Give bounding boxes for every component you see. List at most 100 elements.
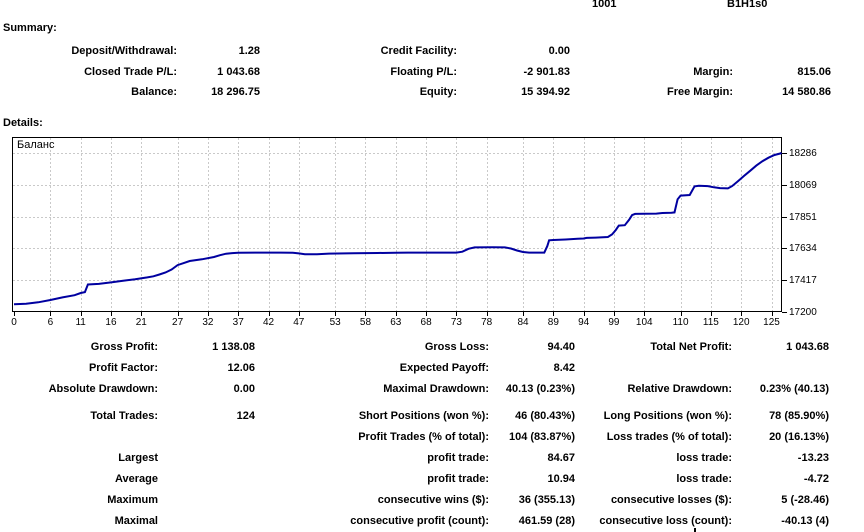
details-value: 8.42 bbox=[553, 362, 575, 374]
details-label: loss trade: bbox=[676, 452, 732, 464]
y-tick-label: 17634 bbox=[789, 243, 817, 255]
x-tick-label: 68 bbox=[420, 317, 432, 328]
summary-label: Credit Facility: bbox=[380, 45, 457, 57]
header-partial-left-text: 1001 bbox=[592, 0, 617, 9]
details-label: Maximal bbox=[114, 515, 158, 527]
x-tick-label: 37 bbox=[232, 317, 244, 328]
details-value: 40.13 (0.23%) bbox=[505, 383, 575, 395]
details-label: Expected Payoff: bbox=[399, 362, 489, 374]
x-tick-label: 94 bbox=[578, 317, 590, 328]
balance-line bbox=[13, 151, 783, 306]
details-value: 12.06 bbox=[227, 362, 255, 374]
details-label: profit trade: bbox=[427, 452, 489, 464]
details-value: 36 (355.13) bbox=[518, 494, 575, 506]
details-label: Gross Profit: bbox=[90, 341, 158, 353]
chart-legend-label: Баланс bbox=[17, 139, 55, 151]
details-value: 5 (-28.46) bbox=[781, 494, 829, 506]
details-value: 124 bbox=[236, 410, 255, 422]
x-tick-label: 0 bbox=[11, 317, 17, 328]
y-tick-label: 17200 bbox=[789, 307, 817, 318]
details-value: 1 043.68 bbox=[786, 341, 829, 353]
details-value: 10.94 bbox=[547, 473, 575, 485]
details-row: Largest profit trade: 84.67 loss trade: -13.… bbox=[0, 452, 864, 465]
details-value: 104 (83.87%) bbox=[508, 431, 575, 443]
details-label: Largest bbox=[118, 452, 158, 464]
summary-row: Balance: 18 296.75 Equity: 15 394.92 Free Ma… bbox=[0, 86, 864, 99]
cutoff-artifact bbox=[694, 528, 696, 532]
details-row: Maximum consecutive wins ($): 36 (355.13) c… bbox=[0, 494, 864, 507]
balance-chart-canvas bbox=[12, 137, 787, 316]
x-tick-label: 125 bbox=[763, 317, 780, 328]
summary-value: 15 394.92 bbox=[521, 86, 570, 98]
summary-label: Deposit/Withdrawal: bbox=[71, 45, 177, 57]
x-tick-label: 32 bbox=[202, 317, 214, 328]
details-row: Profit Factor: 12.06 Expected Payoff: 8.42 bbox=[0, 362, 864, 375]
y-tick-label: 17417 bbox=[789, 275, 817, 287]
summary-value: 14 580.86 bbox=[782, 86, 831, 98]
y-tick-label: 17851 bbox=[789, 211, 817, 223]
x-tick-label: 110 bbox=[672, 317, 689, 328]
details-label: loss trade: bbox=[676, 473, 732, 485]
x-tick-label: 21 bbox=[135, 317, 147, 328]
header-partial-right: B1H1s0 bbox=[727, 0, 775, 9]
summary-row: Closed Trade P/L: 1 043.68 Floating P/L: -2… bbox=[0, 66, 864, 79]
details-row: Absolute Drawdown: 0.00 Maximal Drawdown: 4… bbox=[0, 383, 864, 396]
x-tick-label: 6 bbox=[47, 317, 54, 328]
details-value: -13.23 bbox=[797, 452, 829, 464]
details-label: Maximum bbox=[107, 494, 158, 506]
x-tick-label: 78 bbox=[481, 317, 493, 328]
x-tick-label: 47 bbox=[293, 317, 305, 328]
details-row: Profit Trades (% of total): 104 (83.87%) L… bbox=[0, 431, 864, 444]
x-tick-label: 89 bbox=[547, 317, 559, 328]
details-label: consecutive profit (count): bbox=[350, 515, 489, 527]
details-title: Details: bbox=[3, 117, 43, 129]
summary-label: Margin: bbox=[693, 66, 733, 78]
header-partial-left: 1001 bbox=[592, 0, 626, 9]
summary-label: Balance: bbox=[131, 86, 177, 98]
details-label: consecutive wins ($): bbox=[377, 494, 489, 506]
details-label: Relative Drawdown: bbox=[627, 383, 732, 395]
details-value: 461.59 (28) bbox=[518, 515, 575, 527]
details-value: 0.23% (40.13) bbox=[759, 383, 829, 395]
summary-value: 18 296.75 bbox=[211, 86, 260, 98]
summary-label: Closed Trade P/L: bbox=[84, 66, 177, 78]
x-tick-label: 73 bbox=[450, 317, 462, 328]
details-label: Total Net Profit: bbox=[650, 341, 732, 353]
summary-label: Free Margin: bbox=[666, 86, 733, 98]
x-tick-label: 42 bbox=[262, 317, 275, 328]
x-tick-label: 104 bbox=[635, 317, 653, 328]
details-value: -40.13 (4) bbox=[781, 515, 829, 527]
x-tick-label: 84 bbox=[517, 317, 529, 328]
details-value: 46 (80.43%) bbox=[515, 410, 575, 422]
details-label: Total Trades: bbox=[90, 410, 158, 422]
summary-label: Floating P/L: bbox=[390, 66, 457, 78]
balance-chart: Баланс bbox=[12, 137, 787, 316]
summary-label: Equity: bbox=[419, 86, 457, 98]
details-label: Profit Factor: bbox=[88, 362, 158, 374]
summary-value: 1 043.68 bbox=[217, 66, 260, 78]
summary-value: 0.00 bbox=[548, 45, 570, 57]
summary-value: 815.06 bbox=[797, 66, 831, 78]
x-tick-label: 63 bbox=[390, 317, 402, 328]
details-value: -4.72 bbox=[803, 473, 829, 485]
details-value: 84.67 bbox=[547, 452, 575, 464]
details-value: 0.00 bbox=[233, 383, 255, 395]
details-value: 94.40 bbox=[547, 341, 575, 353]
details-label: consecutive losses ($): bbox=[610, 494, 732, 506]
details-value: 20 (16.13%) bbox=[769, 431, 829, 443]
x-tick-label: 27 bbox=[172, 317, 184, 328]
details-label: Maximal Drawdown: bbox=[383, 383, 489, 395]
details-label: consecutive loss (count): bbox=[599, 515, 732, 527]
details-row: Gross Profit: 1 138.08 Gross Loss: 94.40 Tot… bbox=[0, 341, 864, 354]
details-label: Gross Loss: bbox=[424, 341, 489, 353]
details-row: Total Trades: 124 Short Positions (won %):… bbox=[0, 410, 864, 423]
x-tick-label: 115 bbox=[702, 317, 719, 328]
details-label: profit trade: bbox=[427, 473, 489, 485]
summary-value: 1.28 bbox=[238, 45, 260, 57]
x-tick-label: 58 bbox=[359, 317, 372, 328]
y-tick-label: 18286 bbox=[789, 148, 817, 159]
y-tick-label: 18069 bbox=[789, 179, 817, 191]
details-label: Average bbox=[114, 473, 158, 485]
details-label: Long Positions (won %): bbox=[603, 410, 732, 422]
x-tick-label: 53 bbox=[329, 317, 341, 328]
